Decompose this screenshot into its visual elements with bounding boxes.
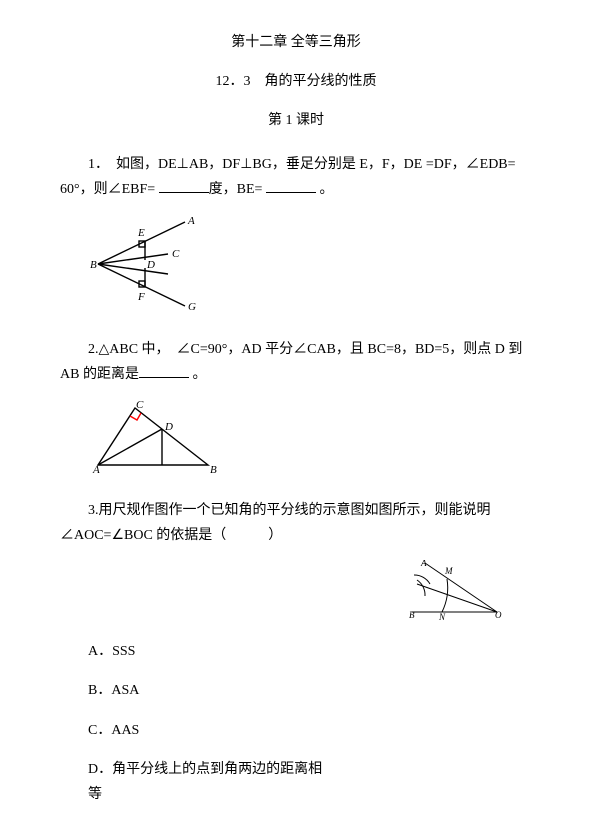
q3-label-B: B: [409, 610, 415, 620]
q2-blank-1: [139, 363, 189, 378]
q2-label-A: A: [92, 464, 100, 475]
q1-label-D: D: [146, 259, 155, 271]
lesson-title: 第 1 课时: [60, 108, 532, 133]
q2-label-D: D: [164, 421, 173, 433]
q1-label-A: A: [187, 215, 195, 227]
q3-options: A．SSS B．ASA C．AAS D．角平分线上的点到角两边的距离相等: [60, 639, 532, 821]
section-title: 12．3 角的平分线的性质: [60, 69, 532, 94]
q3-option-C: C．AAS: [88, 718, 286, 743]
q3-label-M: M: [444, 566, 453, 576]
question-1: 1． 如图，DE⊥AB，DF⊥BG，垂足分别是 E，F，DE =DF，∠EDB=…: [60, 152, 532, 202]
q3-figure: O A B M N: [407, 560, 502, 629]
q1-label-C: C: [172, 248, 180, 260]
chapter-title: 第十二章 全等三角形: [60, 30, 532, 55]
q3-option-D: D．角平分线上的点到角两边的距离相等: [88, 757, 324, 807]
q3-label-O: O: [495, 610, 502, 620]
q2-text-b: 。: [189, 367, 207, 382]
q2-label-B: B: [210, 464, 217, 475]
q3-option-B: B．ASA: [88, 678, 324, 703]
q1-label-E: E: [137, 227, 145, 239]
q1-blank-1: [159, 177, 209, 192]
q1-text-c: 。: [316, 182, 334, 197]
q3-text-a: 3.用尺规作图作一个已知角的平分线的示意图如图所示，则能说明∠AOC=∠BOC …: [60, 503, 491, 543]
q1-blank-2: [266, 177, 316, 192]
q2-label-C: C: [136, 400, 144, 411]
question-3: 3.用尺规作图作一个已知角的平分线的示意图如图所示，则能说明∠AOC=∠BOC …: [60, 498, 532, 548]
q1-label-F: F: [137, 291, 145, 303]
q1-label-G: G: [188, 301, 196, 313]
q2-text-a: 2.△ABC 中， ∠C=90°，AD 平分∠CAB，且 BC=8，BD=5，则…: [60, 342, 522, 382]
q3-option-A: A．SSS: [88, 639, 286, 664]
q3-label-A: A: [420, 560, 427, 568]
q1-text-b: 度，BE=: [209, 182, 266, 197]
q3-label-N: N: [438, 612, 446, 620]
question-2: 2.△ABC 中， ∠C=90°，AD 平分∠CAB，且 BC=8，BD=5，则…: [60, 337, 532, 387]
q1-label-B: B: [90, 259, 97, 271]
q1-figure: A B C G E F D: [90, 214, 532, 323]
q2-figure: A B C D: [90, 400, 532, 484]
